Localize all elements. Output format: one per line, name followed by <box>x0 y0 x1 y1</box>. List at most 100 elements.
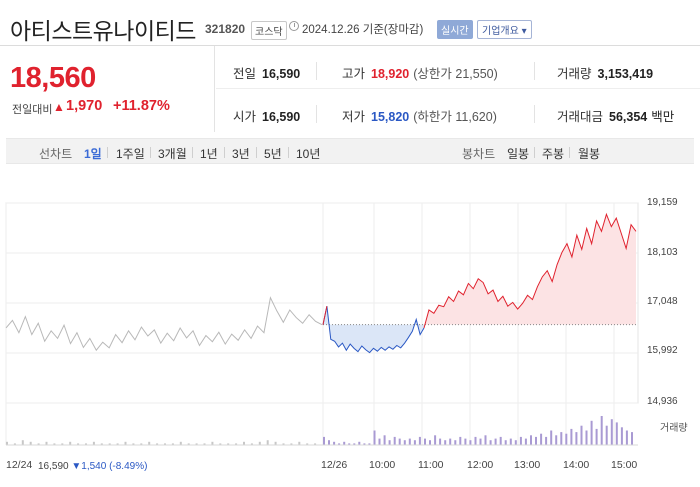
volume-bar <box>37 443 40 445</box>
volume-bar <box>323 436 325 445</box>
y-tick-label: 17,048 <box>647 296 678 307</box>
volume-bar <box>565 433 568 445</box>
tab-daily-candle[interactable]: 일봉 <box>507 147 530 161</box>
tab-10y[interactable]: 10년 <box>296 147 321 161</box>
down-triangle-icon: ▼ <box>71 461 82 472</box>
volume-bar <box>570 428 573 445</box>
volume-bar <box>21 440 24 445</box>
market-badge: 코스닥 <box>251 21 287 40</box>
volume-bar <box>258 441 261 445</box>
stock-code: 321820 <box>205 22 246 36</box>
volume-bar <box>195 443 198 445</box>
volume-bar <box>333 441 336 445</box>
volume-bar <box>179 441 182 445</box>
chart-period-tabs: 선차트 1일 1주일 3개월 1년 3년 5년 10년 봉차트 일봉 주봉 월봉 <box>6 138 694 164</box>
volume-bar <box>116 443 119 445</box>
stat-amount-unit: 백만 <box>651 110 675 124</box>
volume-bar <box>373 430 376 445</box>
x-tick-label: 10:00 <box>369 459 396 471</box>
stat-open: 시가 16,590 <box>233 106 300 125</box>
volume-bar <box>328 440 330 445</box>
stat-prev-value: 16,590 <box>262 67 301 81</box>
tab-5y[interactable]: 5년 <box>264 147 282 161</box>
series-today-up-area <box>424 214 636 328</box>
price-stats: 전일 16,590 고가 18,920 (상한가 21,550) 거래량 3,153,4… <box>216 46 700 132</box>
volume-bar <box>418 436 421 445</box>
volume-bar <box>444 440 447 445</box>
volume-bar <box>140 443 143 445</box>
volume-bar <box>363 443 366 445</box>
volume-bar <box>393 436 396 445</box>
volume-bar <box>219 443 222 445</box>
stat-open-value: 16,590 <box>262 110 301 124</box>
volume-bar <box>403 440 406 445</box>
volume-bar <box>509 438 512 445</box>
volume-bar <box>378 438 381 445</box>
volume-bar <box>383 435 386 445</box>
volume-bar <box>605 425 608 445</box>
prev-day-price: 16,590 <box>38 461 69 472</box>
volume-bar <box>148 441 151 445</box>
volume-bar <box>227 443 230 445</box>
stat-high: 고가 18,920 (상한가 21,550) <box>342 63 498 82</box>
stat-low-label: 저가 <box>342 110 366 124</box>
price-panel: 18,560 전일대비 ▲ 1,970 +11.87% <box>0 46 215 132</box>
tab-1w[interactable]: 1주일 <box>116 147 145 161</box>
volume-bar <box>53 443 56 445</box>
volume-bar <box>398 438 401 445</box>
volume-bar <box>519 436 522 445</box>
volume-bar <box>504 440 507 445</box>
x-tick-label: 12/24 <box>6 459 33 471</box>
volume-bar <box>13 443 16 445</box>
stat-high-sub: (상한가 21,550) <box>413 67 498 81</box>
company-overview-dropdown[interactable]: 기업개요 ▾ <box>477 20 532 39</box>
prev-day-footer: 16,590 ▼1,540 (-8.49%) <box>6 461 147 472</box>
volume-bar <box>353 443 356 445</box>
volume-bar <box>545 436 548 445</box>
volume-bar <box>314 443 317 445</box>
volume-bar <box>282 443 285 445</box>
volume-bar <box>6 441 8 445</box>
volume-bar <box>595 428 598 445</box>
volume-bar <box>590 420 593 445</box>
price-chart[interactable]: 19,159 18,103 17,048 15,992 14,936 거래량 1… <box>0 190 700 487</box>
tab-monthly-candle[interactable]: 월봉 <box>578 147 601 161</box>
volume-bar <box>408 438 411 445</box>
volume-bar <box>29 441 32 445</box>
divider <box>107 147 108 158</box>
volume-bar <box>368 443 371 445</box>
y-tick-label: 19,159 <box>647 197 678 208</box>
volume-bar <box>348 443 351 445</box>
volume-bar <box>439 438 442 445</box>
volume-bar <box>464 438 467 445</box>
volume-bar <box>358 441 361 445</box>
tab-3y[interactable]: 3년 <box>232 147 250 161</box>
volume-bar <box>274 441 277 445</box>
volume-bar <box>524 438 527 445</box>
tab-weekly-candle[interactable]: 주봉 <box>542 147 565 161</box>
volume-bar <box>625 430 628 445</box>
divider <box>534 105 535 123</box>
candle-chart-label: 봉차트 <box>462 147 496 161</box>
volume-bar <box>631 432 633 445</box>
y-tick-label: 18,103 <box>647 247 678 258</box>
volume-bar <box>550 430 553 445</box>
tab-1d[interactable]: 1일 <box>84 147 102 161</box>
volume-bar <box>243 441 245 445</box>
x-tick-label: 13:00 <box>514 459 541 471</box>
divider <box>316 62 317 80</box>
volume-bar <box>575 432 578 445</box>
realtime-button[interactable]: 실시간 <box>437 20 473 39</box>
volume-bar <box>235 443 238 445</box>
volume-bar <box>61 443 64 445</box>
tab-1y[interactable]: 1년 <box>200 147 218 161</box>
divider <box>288 147 289 158</box>
x-tick-label: 12:00 <box>467 459 494 471</box>
volume-bar <box>610 419 613 445</box>
volume-bar <box>45 441 48 445</box>
tab-3m[interactable]: 3개월 <box>158 147 187 161</box>
volume-bar <box>338 443 341 445</box>
stat-high-value: 18,920 <box>371 67 410 81</box>
series-today-open-spike <box>322 306 328 325</box>
volume-bar <box>555 435 558 445</box>
